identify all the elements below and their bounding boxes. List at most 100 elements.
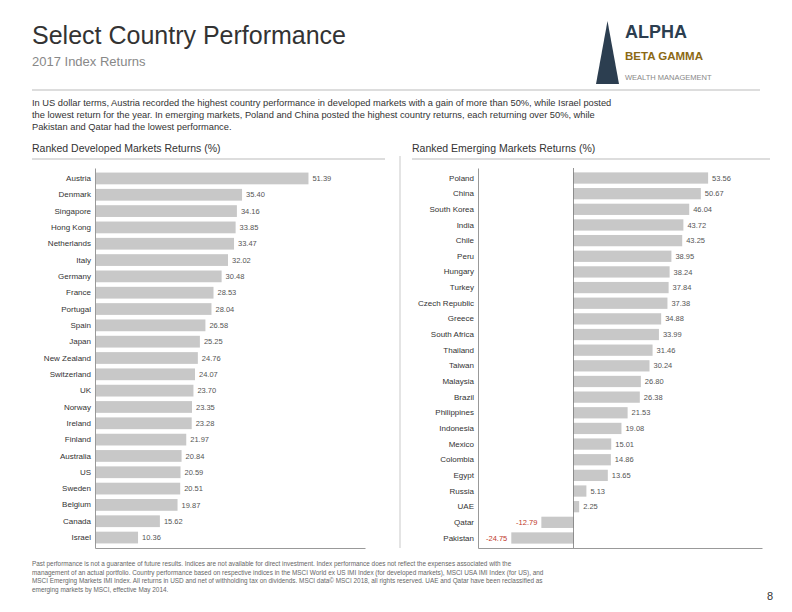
y-axis-line: [478, 169, 479, 549]
bar: [95, 303, 211, 315]
zero-line: [573, 168, 574, 548]
bar: [95, 222, 236, 234]
y-tick: Chile: [456, 236, 478, 245]
bar: [95, 499, 178, 511]
bar: [574, 376, 641, 387]
data-label: 46.04: [693, 205, 712, 214]
y-tick-label: Singapore: [55, 207, 92, 216]
y-tick: Canada: [63, 517, 95, 526]
data-label: 34.16: [241, 207, 260, 216]
data-label: 10.36: [142, 533, 161, 542]
data-label: 25.25: [204, 337, 223, 346]
data-label: 23.70: [197, 386, 216, 395]
y-tick: France: [66, 288, 95, 297]
bar: [95, 417, 192, 429]
bar: [574, 454, 611, 465]
y-tick-label: New Zealand: [44, 354, 91, 363]
y-tick: New Zealand: [44, 354, 95, 363]
data-label: 30.48: [226, 272, 245, 281]
bar: [574, 391, 640, 402]
text-line: Past performance is not a guarantee of f…: [32, 560, 512, 568]
vertical-separator: [400, 156, 401, 548]
y-tick: Malaysia: [442, 377, 478, 386]
y-tick-label: Brazil: [454, 393, 474, 402]
data-label: 19.08: [625, 424, 644, 433]
bar: [574, 470, 608, 481]
bar: [95, 205, 237, 217]
data-label: 33.99: [663, 330, 682, 339]
y-tick-label: UK: [80, 386, 92, 395]
bar: [95, 401, 192, 413]
chart: Ranked Emerging Markets Returns (%)53.56…: [412, 142, 770, 549]
data-label: 5.13: [590, 487, 605, 496]
y-axis-line: [95, 169, 96, 549]
data-label: 20.84: [186, 452, 205, 461]
y-tick: Philippines: [435, 408, 478, 417]
data-label: 34.88: [665, 314, 684, 323]
data-label: 43.25: [686, 236, 705, 245]
y-tick: Mexico: [449, 440, 478, 449]
y-tick: UK: [80, 386, 95, 395]
data-label: 30.24: [654, 361, 673, 370]
data-label: 21.97: [190, 435, 209, 444]
bar: [574, 298, 668, 309]
bar: [95, 287, 214, 299]
y-tick: Qatar: [454, 518, 478, 527]
y-tick: US: [80, 468, 95, 477]
bar: [95, 173, 308, 185]
y-tick-label: Thailand: [443, 346, 474, 355]
text-line: the lowest return for the year. In emerg…: [32, 110, 595, 120]
y-tick: Norway: [64, 403, 95, 412]
y-tick: India: [457, 221, 478, 230]
data-label: 23.35: [196, 403, 215, 412]
y-tick: Colombia: [440, 455, 478, 464]
data-label: 31.46: [657, 346, 676, 355]
bar: [574, 345, 653, 356]
data-label: 32.02: [232, 256, 251, 265]
y-tick-label: Germany: [58, 272, 91, 281]
y-tick: Germany: [58, 272, 95, 281]
data-label: 24.07: [199, 370, 218, 379]
data-label: 24.76: [202, 354, 221, 363]
logo-line: WEALTH MANAGEMENT: [625, 73, 712, 82]
y-tick: Russia: [450, 487, 478, 496]
text-line: emerging markets by MSCI, effective May …: [32, 586, 168, 594]
subtitle: 2017 Index Returns: [32, 54, 146, 69]
bar: [574, 204, 690, 215]
chart: Ranked Developed Markets Returns (%)51.3…: [32, 142, 385, 549]
bar: [95, 515, 160, 527]
bar: [574, 266, 670, 277]
text-line: management of an actual portfolio. Count…: [32, 569, 544, 577]
y-tick-label: UAE: [458, 502, 474, 511]
footer: Past performance is not a guarantee of f…: [32, 560, 544, 594]
data-label: 26.58: [209, 321, 228, 330]
bar: [95, 238, 234, 250]
bar: [574, 438, 612, 449]
y-tick: China: [453, 189, 478, 198]
logo-line: ALPHA: [625, 22, 687, 42]
y-tick-label: Egypt: [454, 471, 475, 480]
data-label: 26.38: [644, 393, 663, 402]
y-tick-label: Colombia: [440, 455, 474, 464]
data-label: 20.59: [185, 468, 204, 477]
y-tick: Australia: [60, 451, 95, 460]
data-label: 28.53: [218, 288, 237, 297]
data-label: 51.39: [312, 174, 331, 183]
bar: [95, 385, 193, 397]
data-label: 23.28: [196, 419, 215, 428]
y-tick-label: Norway: [64, 403, 91, 412]
data-label: 2.25: [583, 502, 598, 511]
y-tick-label: Portugal: [61, 305, 91, 314]
bar: [574, 235, 683, 246]
y-tick-label: Sweden: [62, 484, 91, 493]
y-tick-label: US: [80, 468, 91, 477]
y-tick-label: Israel: [71, 533, 91, 542]
page: Select Country Performance2017 Index Ret…: [0, 0, 792, 612]
logo-mark: [596, 21, 619, 84]
y-tick: Poland: [449, 174, 478, 183]
y-tick-label: Australia: [60, 451, 92, 460]
y-tick: Finland: [65, 435, 95, 444]
y-tick-label: Turkey: [450, 283, 474, 292]
y-tick-label: Belgium: [62, 500, 91, 509]
y-axis: AustriaDenmarkSingaporeHong KongNetherla…: [44, 169, 96, 549]
